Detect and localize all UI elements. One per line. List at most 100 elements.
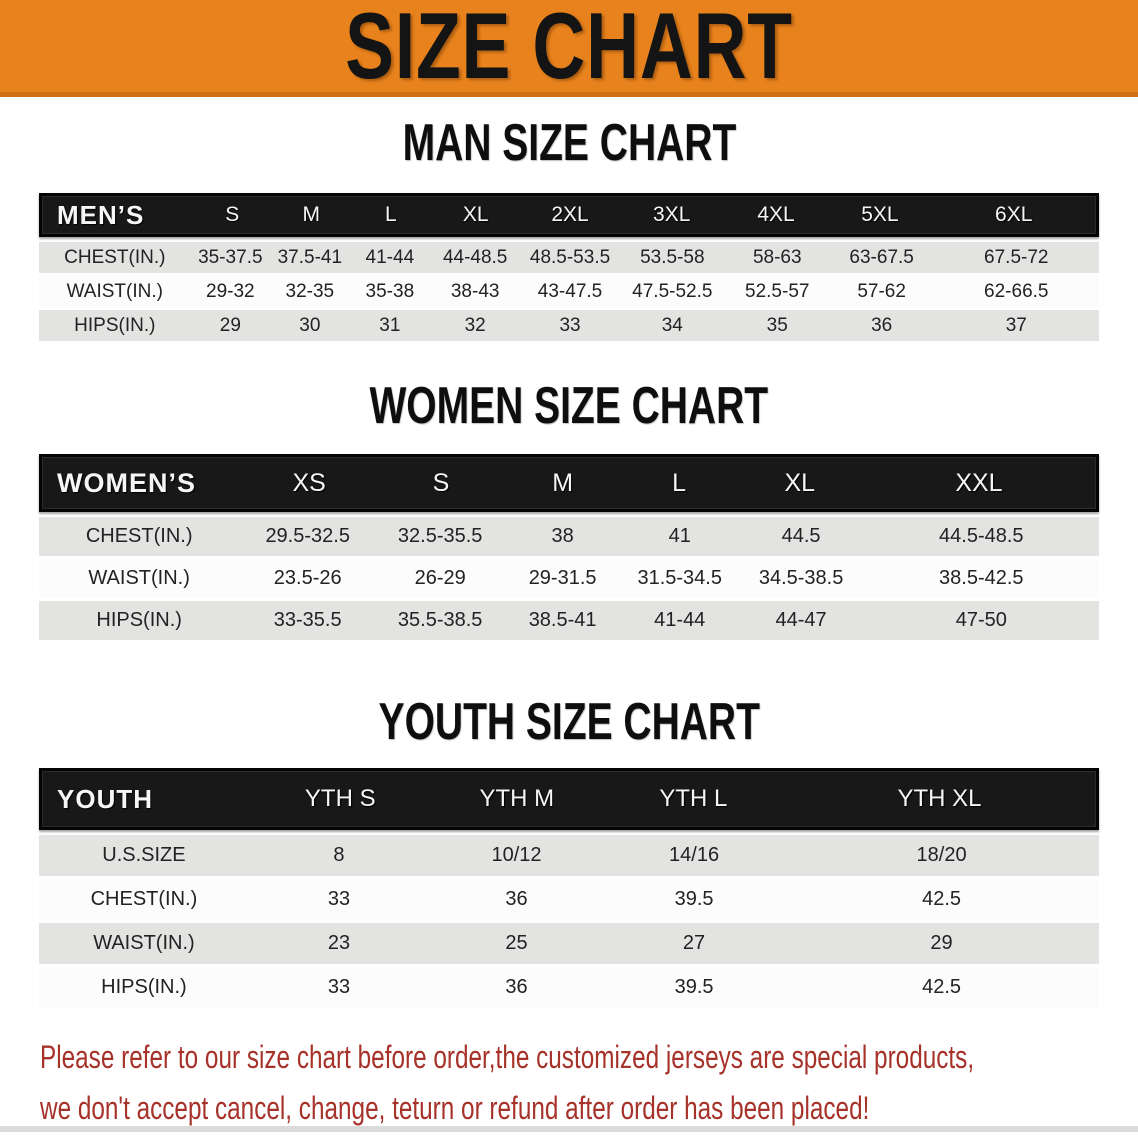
youth-size-column-header: YTH S (304, 785, 376, 812)
men-table-cell: 30 (299, 314, 321, 336)
men-table-cell: 35-38 (365, 280, 415, 302)
youth-table-cell: 42.5 (922, 888, 962, 910)
youth-section-title-text: YOUTH SIZE CHART (378, 693, 760, 751)
men-table-cell: 36 (871, 314, 893, 336)
women-table-cell: 29-31.5 (528, 567, 597, 589)
men-table-cell: 57-62 (857, 280, 906, 302)
women-size-column-header: XXL (955, 468, 1003, 497)
youth-row-label: U.S.SIZE (102, 844, 186, 866)
youth-row-label: CHEST(IN.) (90, 888, 198, 910)
youth-table-row: WAIST(IN.) 23 25 27 29 (39, 923, 1099, 964)
women-table-row: CHEST(IN.) 29.5-32.5 32.5-35.5 38 41 44.5 44.5… (39, 517, 1099, 556)
women-table-row: HIPS(IN.) 33-35.5 35.5-38.5 38.5-41 41-44 44-… (39, 601, 1099, 640)
women-table-cell: 29.5-32.5 (265, 525, 350, 547)
women-size-column-header: XS (292, 468, 326, 497)
youth-size-column-header: YTH XL (897, 785, 982, 812)
men-section-title: MAN SIZE CHART (0, 117, 1138, 169)
men-table-cell: 29-32 (206, 280, 255, 302)
banner-title: SIZE CHART (345, 0, 793, 98)
women-section-title: WOMEN SIZE CHART (0, 380, 1138, 432)
youth-table-cell: 18/20 (916, 844, 967, 866)
men-row-label: WAIST(IN.) (66, 280, 163, 302)
men-table-row: CHEST(IN.) 35-37.5 37.5-41 41-44 44-48.5 48.5… (39, 242, 1099, 273)
women-table-header-row: WOMEN’S XS S M L XL XXL (39, 454, 1099, 512)
men-table-cell: 32-35 (285, 280, 335, 302)
women-row-label: HIPS(IN.) (96, 609, 182, 631)
men-table-row: HIPS(IN.) 29 30 31 32 33 34 35 36 37 (39, 310, 1099, 341)
women-size-table: WOMEN’S XS S M L XL XXL CHEST(IN.) 29.5-32.5 32.5… (39, 454, 1099, 640)
women-row-label: CHEST(IN.) (85, 525, 193, 547)
youth-section-title: YOUTH SIZE CHART (0, 696, 1138, 748)
men-size-column-header: XL (462, 203, 489, 226)
men-size-column-header: S (225, 203, 240, 226)
men-size-column-header: M (302, 203, 321, 226)
youth-table-cell: 8 (333, 844, 345, 866)
youth-table-row: HIPS(IN.) 33 36 39.5 42.5 (39, 967, 1099, 1008)
women-table-cell: 41-44 (654, 609, 706, 631)
youth-table-cell: 25 (505, 932, 528, 954)
bottom-edge-strip (0, 1126, 1138, 1132)
women-table-cell: 41 (668, 525, 691, 547)
men-table-cell: 47.5-52.5 (632, 280, 713, 302)
youth-table-cell: 27 (682, 932, 706, 954)
women-table-cell: 44-47 (775, 609, 827, 631)
men-table-cell: 35 (766, 314, 788, 336)
youth-row-label: HIPS(IN.) (101, 976, 187, 998)
men-table-cell: 58-63 (752, 246, 802, 268)
men-row-label: HIPS(IN.) (74, 314, 156, 336)
youth-size-column-header: YTH M (479, 785, 555, 812)
women-table-cell: 38.5-41 (528, 609, 597, 631)
women-table-cell: 38.5-42.5 (939, 567, 1024, 589)
men-size-column-header: L (385, 203, 397, 226)
youth-table-cell: 39.5 (674, 888, 714, 910)
men-table-cell: 43-47.5 (537, 280, 603, 302)
men-table-cell: 53.5-58 (640, 246, 705, 268)
women-row-label: WAIST(IN.) (88, 567, 190, 589)
youth-table-cell: 33 (327, 888, 351, 910)
men-table-cell: 35-37.5 (198, 246, 263, 268)
youth-size-column-header: YTH L (659, 785, 728, 812)
women-table-cell: 32.5-35.5 (397, 525, 483, 547)
youth-table-cell: 36 (505, 976, 528, 998)
women-section-title-text: WOMEN SIZE CHART (369, 377, 769, 435)
men-table-cell: 33 (559, 314, 581, 336)
women-table-cell: 44.5 (781, 525, 821, 547)
youth-table-cell: 29 (930, 932, 953, 954)
youth-table-header-row: YOUTH YTH S YTH M YTH L YTH XL (39, 768, 1099, 830)
women-table-cell: 38 (551, 525, 574, 547)
size-chart-banner: SIZE CHART (0, 0, 1138, 97)
men-table-cell: 38-43 (450, 280, 500, 302)
men-table-cell: 67.5-72 (984, 246, 1049, 268)
men-row-label: CHEST(IN.) (64, 246, 166, 268)
women-table-cell: 23.5-26 (273, 567, 342, 589)
men-table-header-row: MEN’S S M L XL 2XL 3XL 4XL 5XL 6XL (39, 193, 1099, 237)
youth-row-label: WAIST(IN.) (93, 932, 195, 954)
men-corner-label: MEN’S (57, 199, 145, 230)
women-table-cell: 44.5-48.5 (939, 525, 1024, 547)
men-size-table: MEN’S S M L XL 2XL 3XL 4XL 5XL 6XL CHEST(IN.) 35-37… (39, 193, 1099, 341)
youth-table-row: U.S.SIZE 8 10/12 14/16 18/20 (39, 835, 1099, 876)
youth-table-cell: 14/16 (669, 844, 720, 866)
youth-table-cell: 10/12 (491, 844, 542, 866)
youth-table-cell: 39.5 (674, 976, 714, 998)
women-table-cell: 35.5-38.5 (397, 609, 483, 631)
youth-table-cell: 36 (505, 888, 528, 910)
men-table-cell: 31 (379, 314, 401, 336)
women-size-column-header: XL (784, 468, 816, 497)
men-table-cell: 32 (464, 314, 486, 336)
men-table-cell: 63-67.5 (849, 246, 914, 268)
men-table-cell: 37 (1005, 314, 1027, 336)
men-size-column-header: 4XL (757, 203, 795, 226)
men-table-cell: 62-66.5 (984, 280, 1049, 302)
women-table-cell: 26-29 (414, 567, 466, 589)
men-table-cell: 41-44 (365, 246, 415, 268)
men-size-column-header: 3XL (653, 203, 691, 226)
disclaimer-line-1: Please refer to our size chart before or… (40, 1039, 975, 1075)
youth-corner-label: YOUTH (57, 783, 153, 814)
men-size-column-header: 5XL (861, 203, 899, 226)
women-size-column-header: L (672, 468, 687, 497)
men-size-column-header: 6XL (995, 203, 1033, 226)
disclaimer-text: Please refer to our size chart before or… (0, 1035, 1138, 1137)
men-table-cell: 29 (219, 314, 241, 336)
men-table-cell: 52.5-57 (745, 280, 810, 302)
